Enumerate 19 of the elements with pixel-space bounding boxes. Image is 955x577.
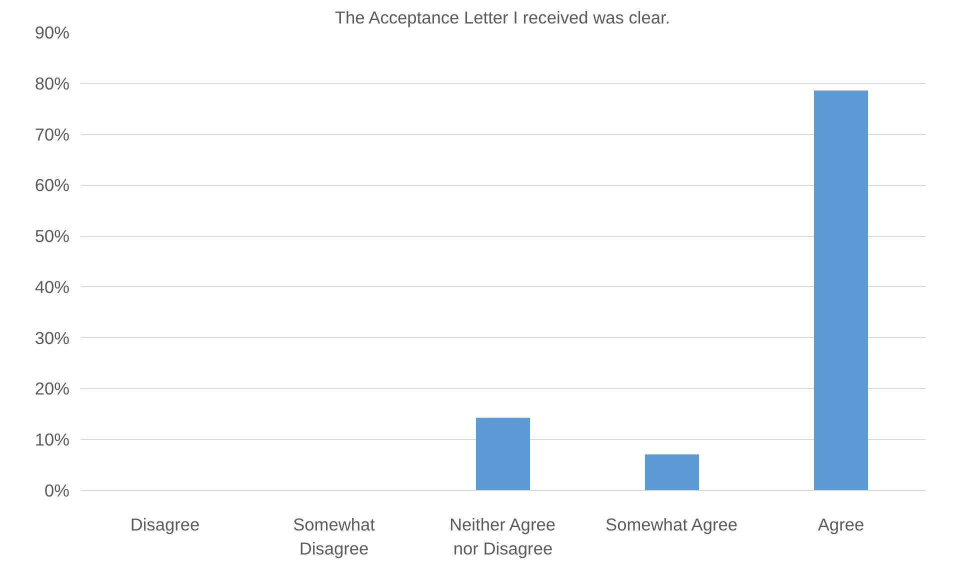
x-tick-label: Somewhat Agree (606, 514, 738, 534)
y-tick-label: 90% (34, 22, 70, 42)
y-tick-label: 70% (34, 124, 70, 144)
y-tick-label: 50% (34, 226, 70, 246)
chart-title: The Acceptance Letter I received was clear. (334, 8, 670, 28)
y-tick-label: 60% (34, 175, 70, 196)
y-tick-label: 20% (34, 378, 70, 399)
x-tick-label: Somewhat Disagree (293, 514, 376, 558)
x-tick-label: Agree (818, 514, 864, 534)
bar (644, 454, 700, 490)
y-tick-label: 80% (34, 73, 70, 94)
y-tick-label: 30% (34, 328, 70, 348)
y-tick-label: 40% (34, 276, 70, 297)
bar (476, 418, 530, 490)
bar (814, 90, 868, 490)
y-tick-label: 10% (34, 430, 70, 450)
y-tick-label: 0% (44, 480, 70, 500)
x-tick-label: Neither Agree nor Disagree (450, 514, 556, 558)
x-tick-label: Disagree (130, 514, 200, 534)
